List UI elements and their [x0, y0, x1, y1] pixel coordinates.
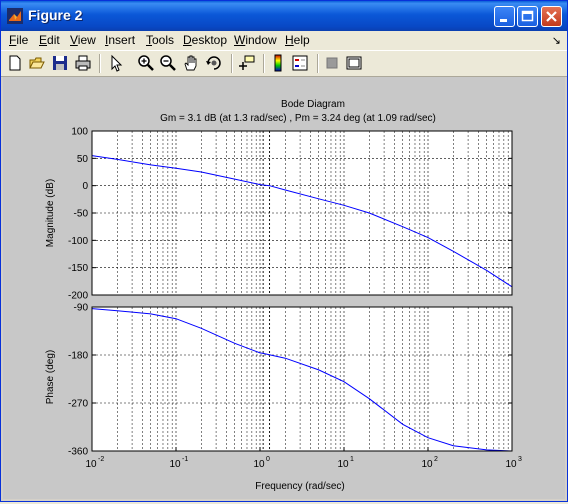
- close-button[interactable]: [541, 6, 562, 27]
- magnitude-y-tick-label: -150: [68, 263, 88, 274]
- phase-series-line: [91, 308, 513, 452]
- hide-plot-tools-icon[interactable]: [323, 54, 341, 72]
- x-tick-label-exponent: 2: [434, 456, 438, 463]
- chart-title: Bode Diagram: [281, 99, 345, 110]
- magnitude-y-tick-label: 100: [71, 127, 88, 138]
- x-tick-label-exponent: 1: [350, 456, 354, 463]
- minimize-button[interactable]: [494, 6, 515, 27]
- save-icon[interactable]: [51, 54, 69, 72]
- close-icon: [546, 11, 557, 22]
- menu-view[interactable]: View: [70, 33, 96, 47]
- pan-hand-icon[interactable]: [182, 54, 200, 72]
- insert-colorbar-icon[interactable]: [269, 54, 287, 72]
- menu-tools[interactable]: Tools: [146, 33, 175, 47]
- magnitude-axes-frame: [91, 130, 513, 296]
- maximize-button[interactable]: [517, 6, 538, 27]
- matlab-logo-icon: [7, 8, 23, 24]
- zoom-in-icon[interactable]: [137, 54, 155, 72]
- new-figure-icon[interactable]: [6, 54, 24, 72]
- magnitude-y-tick-label: -50: [74, 209, 89, 220]
- x-tick-label-base: 10: [505, 459, 517, 470]
- phase-y-tick-label: -270: [68, 399, 88, 410]
- menu-bar: File Edit View Insert Tools Desktop Wind…: [1, 31, 567, 50]
- menu-file[interactable]: File: [9, 33, 29, 47]
- x-tick-label-exponent: 3: [518, 456, 522, 463]
- edit-plot-arrow-icon[interactable]: [107, 54, 125, 72]
- magnitude-y-tick-label: -200: [68, 291, 88, 302]
- phase-y-tick-label: -360: [68, 447, 88, 458]
- figure-toolbar: [1, 50, 567, 77]
- x-tick-label-exponent: 0: [266, 456, 270, 463]
- menu-desktop[interactable]: Desktop: [183, 33, 228, 47]
- data-cursor-icon[interactable]: [238, 54, 256, 72]
- menu-edit[interactable]: Edit: [39, 33, 60, 47]
- magnitude-y-tick-label: 0: [82, 181, 88, 192]
- print-icon[interactable]: [74, 54, 92, 72]
- magnitude-series-line: [91, 155, 513, 288]
- phase-y-tick-label: -180: [68, 351, 88, 362]
- magnitude-ylabel: Magnitude (dB): [45, 179, 56, 247]
- x-tick-label-base: 10: [253, 459, 265, 470]
- magnitude-y-tick-label: -100: [68, 236, 88, 247]
- bode-plot[interactable]: Bode Diagram Gm = 3.1 dB (at 1.3 rad/sec…: [3, 77, 565, 499]
- figure-canvas: Bode Diagram Gm = 3.1 dB (at 1.3 rad/sec…: [3, 77, 565, 499]
- menu-window[interactable]: Window: [234, 33, 277, 47]
- window-title: Figure 2: [28, 7, 83, 23]
- zoom-out-icon[interactable]: [159, 54, 177, 72]
- maximize-icon: [521, 10, 534, 22]
- x-tick-label-base: 10: [169, 459, 181, 470]
- chart-subtitle: Gm = 3.1 dB (at 1.3 rad/sec) , Pm = 3.24…: [160, 113, 436, 124]
- x-tick-label-base: 10: [85, 459, 97, 470]
- x-axis-label: Frequency (rad/sec): [255, 481, 344, 492]
- dock-arrow-icon[interactable]: ↘: [551, 35, 561, 47]
- minimize-icon: [500, 19, 507, 22]
- x-tick-label-base: 10: [421, 459, 433, 470]
- phase-ylabel: Phase (deg): [45, 350, 56, 404]
- show-plot-tools-icon[interactable]: [345, 54, 363, 72]
- open-file-icon[interactable]: [28, 54, 46, 72]
- x-tick-label-exponent: -1: [182, 456, 188, 463]
- title-bar[interactable]: Figure 2: [1, 1, 567, 31]
- menu-insert[interactable]: Insert: [105, 33, 136, 47]
- magnitude-y-tick-label: 50: [77, 154, 89, 165]
- menu-help[interactable]: Help: [285, 33, 310, 47]
- x-tick-label-base: 10: [337, 459, 349, 470]
- x-tick-label-exponent: -2: [98, 456, 104, 463]
- phase-y-tick-label: -90: [74, 303, 89, 314]
- phase-axes-bg: [92, 307, 512, 451]
- rotate-3d-icon[interactable]: [205, 54, 223, 72]
- insert-legend-icon[interactable]: [291, 54, 309, 72]
- phase-axes-frame: [91, 306, 513, 452]
